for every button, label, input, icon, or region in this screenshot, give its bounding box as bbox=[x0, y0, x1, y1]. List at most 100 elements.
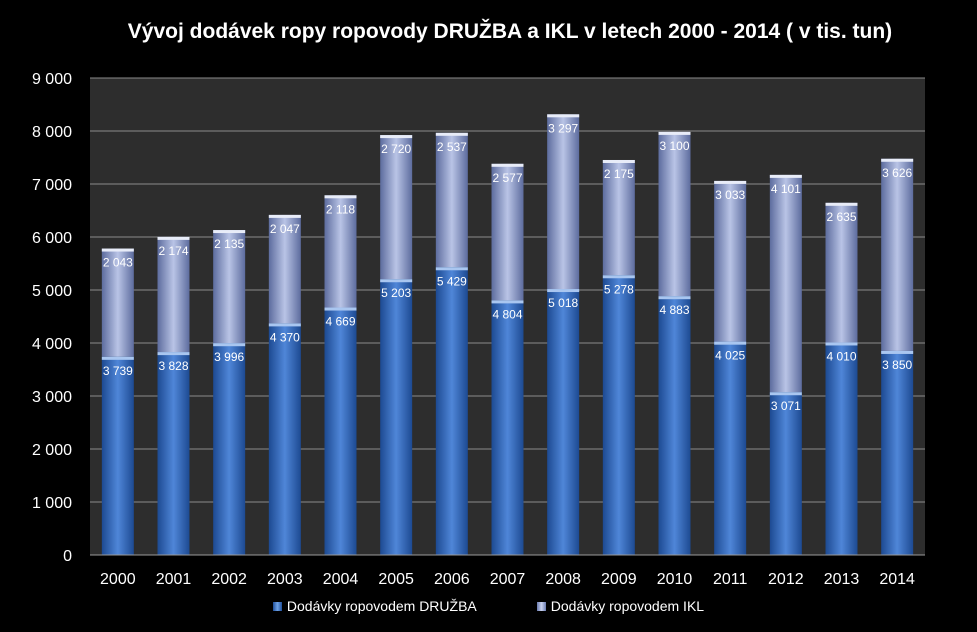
x-tick-label-2001: 2001 bbox=[156, 571, 192, 588]
bar-ikl-cap-2013 bbox=[825, 202, 858, 206]
data-label-druzba-2013: 4 010 bbox=[826, 349, 856, 363]
bar-ikl-2014 bbox=[881, 158, 914, 351]
y-tick-label: 0 bbox=[63, 548, 72, 565]
bar-druzba-cap-2010 bbox=[658, 296, 691, 300]
bar-ikl-cap-2002 bbox=[213, 230, 246, 234]
bar-druzba-cap-2001 bbox=[157, 352, 190, 356]
bar-ikl-2010 bbox=[658, 131, 691, 297]
x-tick-label-2006: 2006 bbox=[434, 571, 470, 588]
y-tick-label: 7 000 bbox=[32, 177, 72, 194]
bar-druzba-cap-2000 bbox=[101, 356, 134, 360]
bar-druzba-cap-2014 bbox=[881, 350, 914, 354]
data-label-druzba-2008: 5 018 bbox=[548, 296, 578, 310]
legend-swatch-druzba bbox=[272, 601, 282, 611]
x-tick-label-2007: 2007 bbox=[490, 571, 526, 588]
data-label-ikl-2012: 4 101 bbox=[771, 182, 801, 196]
bar-druzba-2010 bbox=[658, 296, 691, 555]
y-tick-label: 9 000 bbox=[32, 71, 72, 88]
bar-ikl-2001 bbox=[157, 236, 190, 353]
x-tick-label-2009: 2009 bbox=[601, 571, 637, 588]
x-tick-label-2002: 2002 bbox=[211, 571, 247, 588]
bar-ikl-cap-2012 bbox=[769, 174, 802, 178]
bar-ikl-2012 bbox=[769, 174, 802, 393]
y-tick-label: 6 000 bbox=[32, 230, 72, 247]
data-label-ikl-2002: 2 135 bbox=[214, 237, 244, 251]
x-tick-label-2012: 2012 bbox=[768, 571, 804, 588]
data-labels: 3 739 2 043 3 828 2 174 3 996 2 135 4 370 2 047… bbox=[103, 121, 913, 413]
x-tick-label-2005: 2005 bbox=[378, 571, 414, 588]
bar-ikl-cap-2008 bbox=[547, 114, 580, 118]
data-label-ikl-2000: 2 043 bbox=[103, 256, 133, 270]
y-tick-label: 2 000 bbox=[32, 442, 72, 459]
bar-ikl-cap-2010 bbox=[658, 131, 691, 135]
bar-druzba-cap-2011 bbox=[714, 341, 747, 345]
bar-ikl-cap-2009 bbox=[602, 159, 635, 163]
x-tick-label-2013: 2013 bbox=[824, 571, 860, 588]
data-label-druzba-2001: 3 828 bbox=[158, 359, 188, 373]
x-tick-label-2004: 2004 bbox=[323, 571, 359, 588]
data-label-ikl-2013: 2 635 bbox=[826, 210, 856, 224]
data-label-druzba-2010: 4 883 bbox=[659, 303, 689, 317]
x-tick-label-2008: 2008 bbox=[545, 571, 581, 588]
bar-ikl-cap-2007 bbox=[491, 163, 524, 167]
bar-ikl-2000 bbox=[101, 248, 134, 357]
data-label-druzba-2011: 4 025 bbox=[715, 349, 745, 363]
bar-druzba-2013 bbox=[825, 342, 858, 555]
bar-ikl-2003 bbox=[268, 214, 301, 324]
data-label-druzba-2004: 4 669 bbox=[325, 315, 355, 329]
bar-ikl-cap-2011 bbox=[714, 180, 747, 184]
bar-ikl-2004 bbox=[324, 195, 357, 308]
bar-druzba-2003 bbox=[268, 323, 301, 555]
bar-druzba-2009 bbox=[602, 275, 635, 555]
data-label-ikl-2007: 2 577 bbox=[492, 171, 522, 185]
chart-title: Vývoj dodávek ropy ropovody DRUŽBA a IKL… bbox=[127, 20, 893, 43]
bar-ikl-2009 bbox=[602, 159, 635, 276]
y-tick-label: 5 000 bbox=[32, 283, 72, 300]
bar-ikl-2006 bbox=[435, 132, 468, 268]
data-label-druzba-2009: 5 278 bbox=[604, 282, 634, 296]
bar-ikl-2008 bbox=[547, 114, 580, 290]
bar-druzba-2006 bbox=[435, 267, 468, 555]
data-label-ikl-2001: 2 174 bbox=[158, 244, 188, 258]
x-tick-label-2011: 2011 bbox=[713, 571, 748, 588]
bar-ikl-cap-2005 bbox=[380, 135, 413, 139]
bar-druzba-cap-2006 bbox=[435, 267, 468, 271]
bar-ikl-cap-2006 bbox=[435, 132, 468, 136]
data-label-ikl-2010: 3 100 bbox=[659, 139, 689, 153]
data-label-ikl-2011: 3 033 bbox=[715, 188, 745, 202]
legend-label-druzba: Dodávky ropovodem DRUŽBA bbox=[286, 598, 477, 614]
bar-druzba-2012 bbox=[769, 392, 802, 555]
data-label-ikl-2006: 2 537 bbox=[437, 140, 467, 154]
bar-ikl-2005 bbox=[380, 135, 413, 280]
x-tick-label-2010: 2010 bbox=[657, 571, 693, 588]
legend-item-druzba: Dodávky ropovodem DRUŽBA bbox=[272, 598, 477, 614]
y-tick-label: 1 000 bbox=[32, 495, 72, 512]
bar-ikl-2002 bbox=[213, 230, 246, 344]
bar-ikl-cap-2000 bbox=[101, 248, 134, 252]
bar-druzba-cap-2008 bbox=[547, 289, 580, 293]
bar-druzba-cap-2012 bbox=[769, 392, 802, 396]
bar-druzba-cap-2005 bbox=[380, 279, 413, 283]
bar-druzba-2008 bbox=[547, 289, 580, 555]
bar-ikl-2013 bbox=[825, 202, 858, 343]
data-label-druzba-2006: 5 429 bbox=[437, 274, 467, 288]
legend-item-ikl: Dodávky ropovodem IKL bbox=[536, 598, 704, 614]
data-label-druzba-2002: 3 996 bbox=[214, 350, 244, 364]
data-label-ikl-2005: 2 720 bbox=[381, 142, 411, 156]
data-label-druzba-2000: 3 739 bbox=[103, 364, 133, 378]
bar-druzba-cap-2009 bbox=[602, 275, 635, 279]
x-tick-label-2003: 2003 bbox=[267, 571, 303, 588]
bar-druzba-cap-2003 bbox=[268, 323, 301, 327]
y-tick-label: 8 000 bbox=[32, 124, 72, 141]
data-label-ikl-2004: 2 118 bbox=[326, 202, 355, 216]
bar-ikl-cap-2004 bbox=[324, 195, 357, 199]
data-label-druzba-2007: 4 804 bbox=[492, 307, 522, 321]
data-label-druzba-2003: 4 370 bbox=[270, 330, 300, 344]
bar-druzba-cap-2007 bbox=[491, 300, 524, 304]
bar-ikl-cap-2001 bbox=[157, 236, 190, 240]
legend-swatch-ikl bbox=[536, 601, 546, 611]
axes: 0 1 000 2 000 3 000 4 000 5 000 6 000 7 000 8 00… bbox=[32, 71, 925, 588]
bar-druzba-cap-2002 bbox=[213, 343, 246, 347]
bar-ikl-2007 bbox=[491, 163, 524, 301]
